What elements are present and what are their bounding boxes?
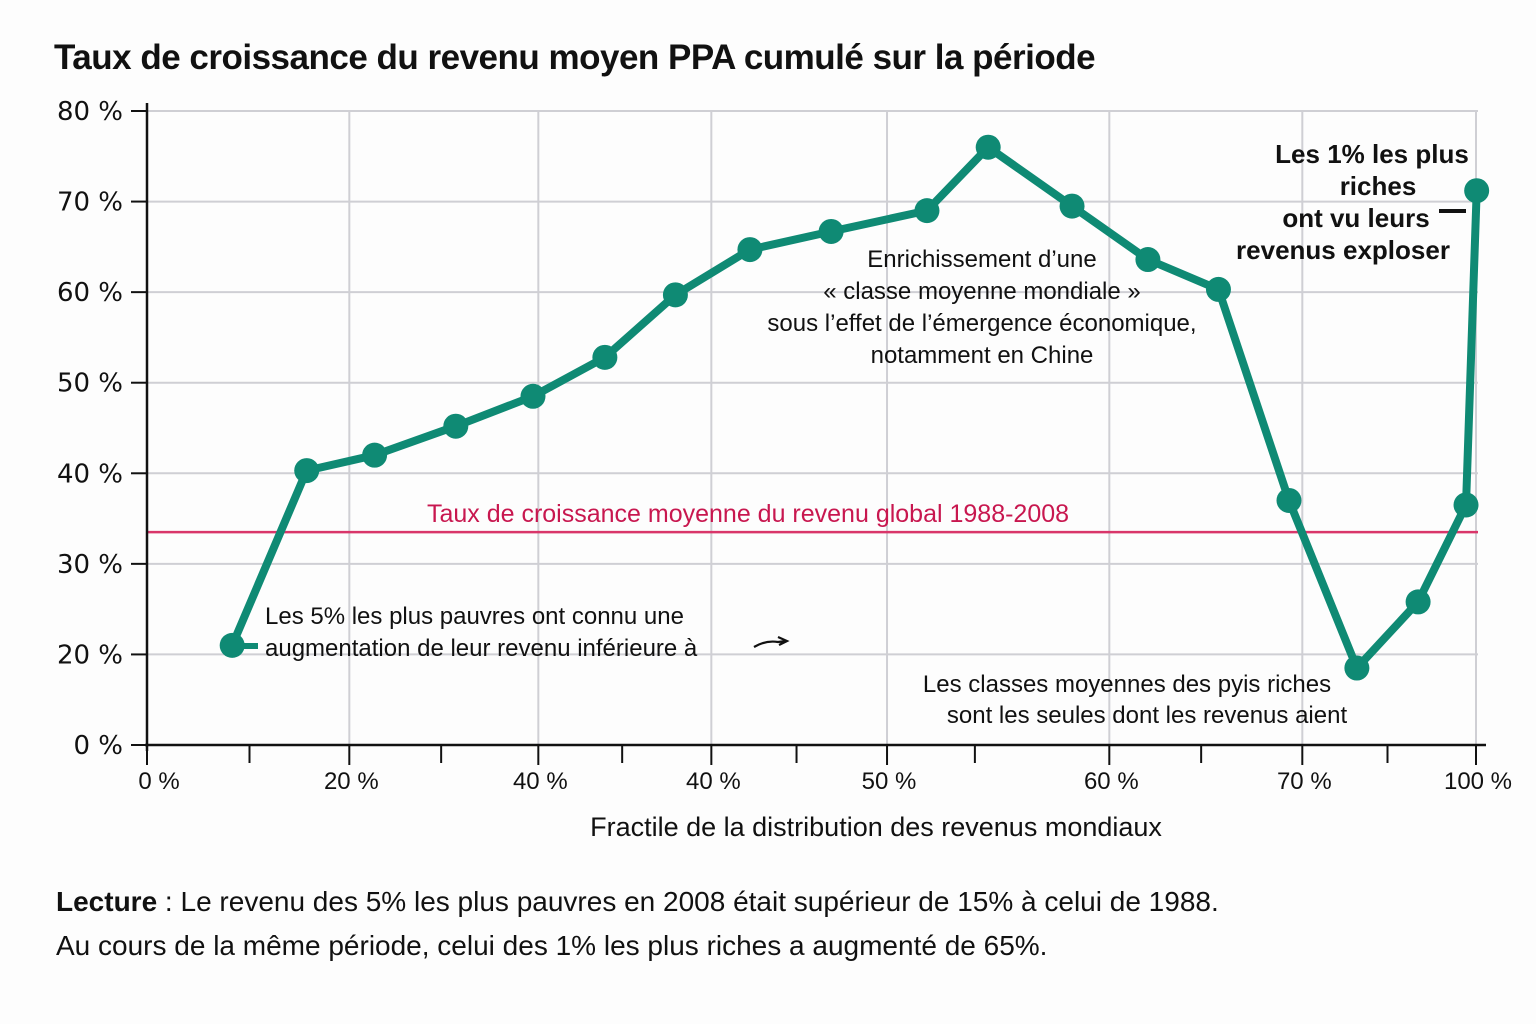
data-point: [219, 632, 245, 658]
y-tick-label: 80 %: [57, 97, 123, 127]
annotation-middle-class-line: « classe moyenne mondiale »: [823, 278, 1141, 305]
annotation-middle-class-line: notamment en Chine: [871, 342, 1094, 369]
y-tick-label: 70 %: [57, 188, 123, 218]
x-tick-label: 70 %: [1277, 768, 1332, 795]
data-point: [818, 218, 844, 244]
y-axis-ticks: 0 % 20 % 30 % 40 % 50 % 60 % 70 % 80 %: [57, 97, 147, 761]
data-point: [294, 458, 320, 484]
y-tick-label: 20 %: [57, 640, 123, 670]
annotation-richest-line: revenus exploser: [1236, 235, 1450, 265]
data-point: [592, 344, 618, 370]
chart-title: Taux de croissance du revenu moyen PPA c…: [54, 38, 1096, 77]
annotation-richest-line: Les 1% les plus: [1275, 139, 1469, 169]
y-tick-label: 30 %: [57, 550, 123, 580]
annotation-poorest: Les 5% les plus pauvres ont connu une aug…: [244, 603, 790, 662]
x-tick-label: 50 %: [862, 768, 917, 795]
data-point: [1464, 178, 1490, 204]
data-point: [1405, 589, 1431, 615]
annotation-poorest-line: augmentation de leur revenu inférieure à: [265, 635, 698, 662]
footer-line-1: Lecture : Le revenu des 5% les plus pauv…: [56, 880, 1219, 924]
x-tick-label: 60 %: [1084, 768, 1139, 795]
data-point: [1453, 492, 1479, 518]
arrow-right-icon: [753, 635, 790, 648]
annotations: Les 5% les plus pauvres ont connu une aug…: [244, 139, 1469, 729]
x-tick-label: 40 %: [686, 768, 741, 795]
data-point: [1276, 487, 1302, 513]
lecture-label: Lecture: [56, 886, 158, 917]
reference-line-group: Taux de croissance moyenne du revenu glo…: [147, 500, 1478, 534]
grid: [147, 110, 1478, 745]
x-tick-label: 100 %: [1444, 768, 1512, 795]
axes: [145, 103, 1486, 751]
data-point: [975, 134, 1001, 160]
data-point: [1344, 655, 1370, 681]
data-point: [1205, 276, 1231, 302]
annotation-rich-countries-line: sont les seules dont les revenus aient: [947, 702, 1348, 729]
annotation-poorest-line: Les 5% les plus pauvres ont connu une: [265, 603, 684, 630]
reference-line-label: Taux de croissance moyenne du revenu glo…: [427, 500, 1069, 528]
data-point: [443, 413, 469, 439]
x-tick-label: 0 %: [138, 768, 179, 795]
annotation-middle-class-line: sous l’effet de l’émergence économique,: [767, 310, 1196, 337]
y-tick-label: 40 %: [57, 459, 123, 489]
annotation-middle-class-line: Enrichissement d’une: [867, 246, 1096, 273]
x-tick-label: 20 %: [324, 768, 379, 795]
data-point: [520, 383, 546, 409]
series-line-group: [219, 134, 1490, 681]
data-point: [1135, 247, 1161, 273]
annotation-richest-line: ont vu leurs: [1282, 203, 1429, 233]
y-tick-label: 0 %: [73, 731, 123, 761]
annotation-rich-countries-line: Les classes moyennes des pyis riches: [923, 671, 1331, 698]
annotation-middle-class: Enrichissement d’une « classe moyenne mon…: [767, 246, 1196, 369]
annotation-richest-line: riches: [1340, 171, 1417, 201]
data-point: [662, 282, 688, 308]
y-tick-label: 50 %: [57, 369, 123, 399]
data-point: [737, 237, 763, 263]
data-point: [1059, 193, 1085, 219]
y-tick-label: 60 %: [57, 278, 123, 308]
data-point: [362, 442, 388, 468]
footer-note: Lecture : Le revenu des 5% les plus pauv…: [56, 880, 1219, 968]
data-point: [914, 198, 940, 224]
line-chart: Taux de croissance moyenne du revenu glo…: [57, 97, 1512, 842]
footer-text-1: : Le revenu des 5% les plus pauvres en 2…: [157, 886, 1219, 917]
x-axis-ticks: 0 % 20 % 40 % 40 % 50 % 60 % 70 % 100 %: [138, 745, 1512, 795]
x-tick-label: 40 %: [513, 768, 568, 795]
annotation-rich-countries: Les classes moyennes des pyis riches sont…: [923, 671, 1348, 729]
x-axis-label: Fractile de la distribution des revenus …: [590, 812, 1162, 842]
footer-line-2: Au cours de la même période, celui des 1…: [56, 930, 1048, 961]
